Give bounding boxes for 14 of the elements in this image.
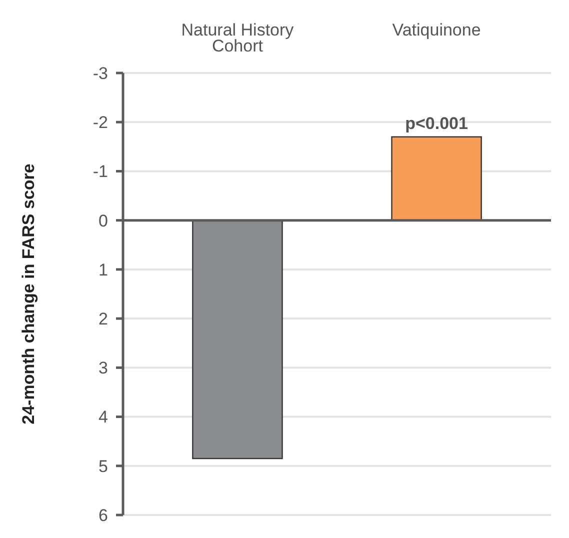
y-tick-label: 3	[98, 358, 108, 378]
x-tick-label: Natural History Cohort	[181, 20, 294, 56]
y-tick-label: 1	[98, 260, 108, 280]
y-tick-label: -3	[92, 64, 108, 83]
y-tick-label: -2	[92, 113, 108, 132]
y-tick-label: 5	[98, 456, 108, 476]
y-axis-title: 24-month change in FARS score	[19, 164, 38, 424]
y-tick-label: 6	[98, 506, 108, 525]
y-tick-label: 2	[98, 310, 108, 329]
y-tick-label: 0	[98, 211, 108, 230]
y-tick-label: -1	[92, 162, 108, 182]
annotation: p<0.001	[405, 114, 468, 133]
y-tick-label: 4	[98, 408, 108, 427]
x-tick-label: Vatiquinone	[392, 20, 481, 40]
